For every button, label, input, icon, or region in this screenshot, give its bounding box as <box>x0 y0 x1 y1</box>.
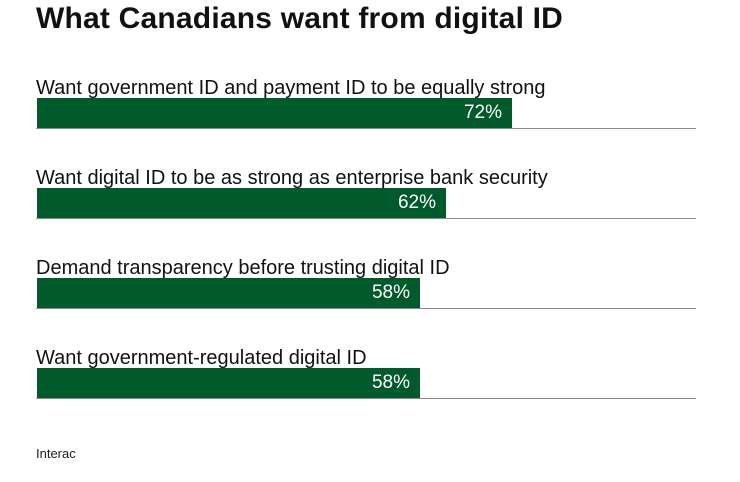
category-label: Want digital ID to be as strong as enter… <box>36 167 548 189</box>
bar: 58% <box>37 278 420 308</box>
bar-value-label: 62% <box>397 192 436 213</box>
bar: 72% <box>37 98 512 128</box>
bar-row: 58% Want government-regulated digital ID <box>36 340 696 402</box>
source-note: Interac <box>36 446 76 461</box>
bar-value-label: 58% <box>371 372 410 393</box>
bar-row: 62% Want digital ID to be as strong as en… <box>36 160 696 222</box>
category-label: Want government ID and payment ID to be … <box>36 77 546 99</box>
bar-baseline: 58% <box>36 368 696 399</box>
bar-baseline: 58% <box>36 278 696 309</box>
category-label: Demand transparency before trusting digi… <box>36 257 450 279</box>
bar: 58% <box>37 368 420 398</box>
bar-value-label: 58% <box>371 282 410 303</box>
bar-baseline: 72% <box>36 98 696 129</box>
category-label: Want government-regulated digital ID <box>36 347 367 369</box>
chart-title: What Canadians want from digital ID <box>36 2 564 35</box>
bar-value-label: 72% <box>463 102 502 123</box>
bar-row: 72% Want government ID and payment ID to … <box>36 70 696 132</box>
bar-baseline: 62% <box>36 188 696 219</box>
bar: 62% <box>37 188 446 218</box>
bar-row: 58% Demand transparency before trusting d… <box>36 250 696 312</box>
bar-chart: 72% Want government ID and payment ID to … <box>36 70 696 410</box>
